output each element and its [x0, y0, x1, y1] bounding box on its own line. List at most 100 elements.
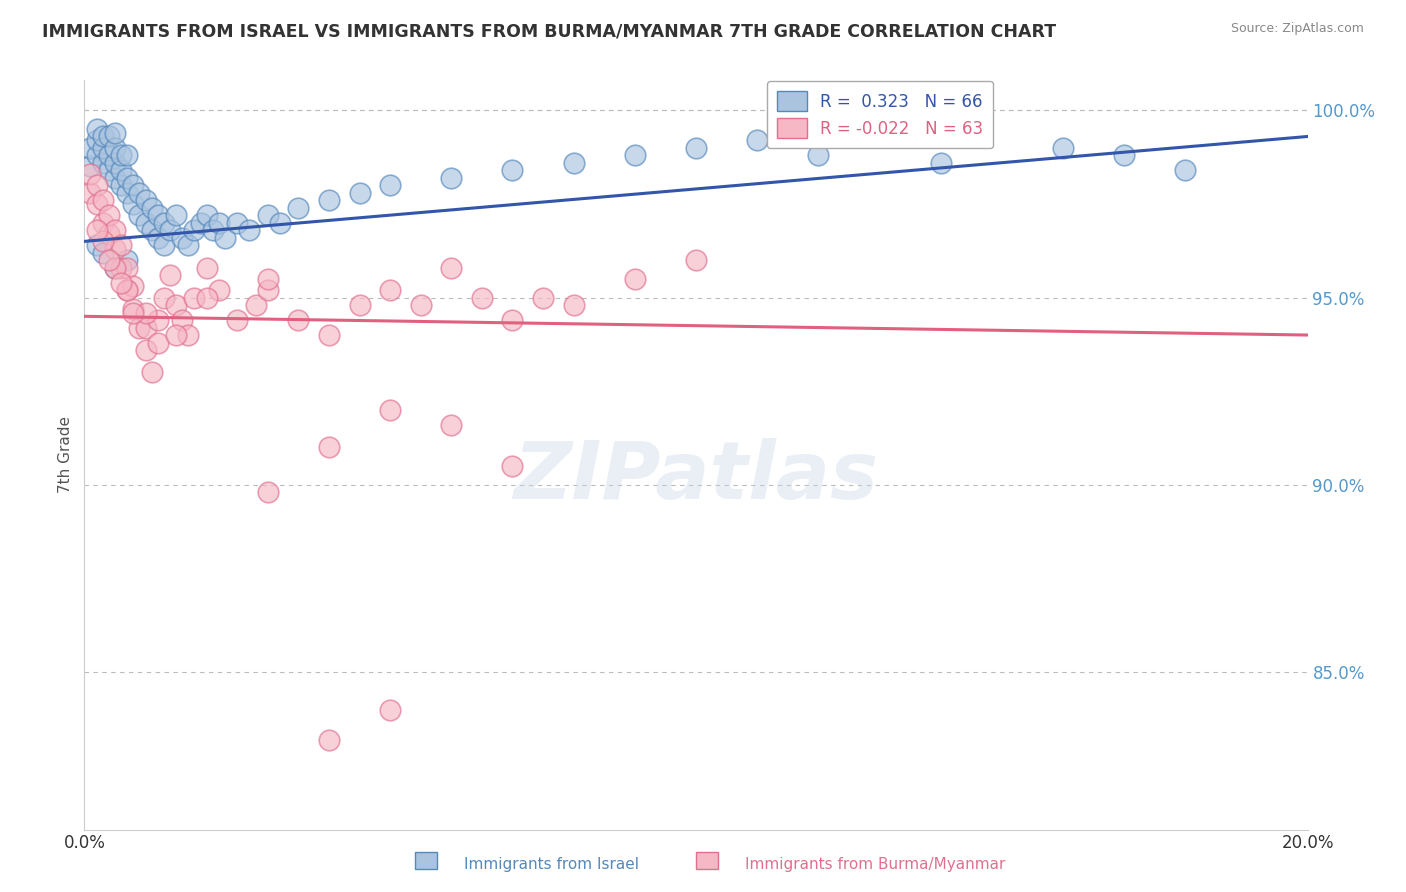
Point [531, 291, 554, 305]
Point [238, 223, 260, 237]
Point [128, 320, 150, 334]
Point [146, 208, 169, 222]
Point [190, 216, 212, 230]
Point [177, 238, 200, 252]
Point [128, 208, 150, 222]
Point [104, 242, 127, 256]
Point [502, 313, 524, 327]
Point [195, 208, 218, 222]
Point [183, 291, 205, 305]
Point [685, 141, 707, 155]
Point [380, 283, 402, 297]
Point [929, 155, 952, 169]
Point [115, 283, 138, 297]
Point [153, 291, 176, 305]
Point [165, 298, 187, 312]
Point [624, 148, 647, 162]
Legend: R =  0.323   N = 66, R = -0.022   N = 63: R = 0.323 N = 66, R = -0.022 N = 63 [768, 81, 994, 148]
Point [79, 186, 101, 200]
Point [1174, 163, 1197, 178]
Point [91, 141, 114, 155]
Point [747, 133, 769, 147]
Point [86, 178, 108, 193]
Point [91, 235, 114, 249]
Point [86, 238, 108, 252]
Text: Immigrants from Israel: Immigrants from Israel [464, 857, 638, 872]
Point [380, 703, 402, 717]
Point [115, 148, 138, 162]
Point [153, 238, 176, 252]
Point [287, 313, 309, 327]
Point [91, 216, 114, 230]
Point [104, 170, 127, 185]
Point [122, 301, 145, 316]
Point [807, 148, 830, 162]
Point [245, 298, 267, 312]
Point [104, 260, 127, 275]
Point [153, 216, 176, 230]
Point [97, 227, 120, 241]
Point [269, 216, 291, 230]
Point [146, 313, 169, 327]
Point [172, 313, 194, 327]
Point [349, 186, 371, 200]
Point [257, 485, 280, 500]
Point [91, 245, 114, 260]
Point [471, 291, 494, 305]
Point [349, 298, 371, 312]
Point [287, 201, 309, 215]
Point [183, 223, 205, 237]
Point [208, 283, 231, 297]
Point [562, 298, 585, 312]
Point [172, 230, 194, 244]
Point [97, 253, 120, 268]
Point [97, 163, 120, 178]
Point [86, 122, 108, 136]
Point [226, 216, 249, 230]
Point [135, 320, 157, 334]
Point [195, 291, 218, 305]
Point [110, 148, 132, 162]
Text: Immigrants from Burma/Myanmar: Immigrants from Burma/Myanmar [745, 857, 1005, 872]
Point [110, 163, 132, 178]
Point [318, 328, 340, 343]
Point [91, 193, 114, 207]
Point [380, 403, 402, 417]
Point [624, 272, 647, 286]
Point [104, 260, 127, 275]
Point [122, 279, 145, 293]
Point [685, 253, 707, 268]
Point [104, 141, 127, 155]
Point [318, 193, 340, 207]
Point [146, 230, 169, 244]
Point [115, 170, 138, 185]
Point [318, 732, 340, 747]
Point [122, 197, 145, 211]
Point [135, 305, 157, 319]
Text: Source: ZipAtlas.com: Source: ZipAtlas.com [1230, 22, 1364, 36]
Point [86, 133, 108, 147]
Point [141, 223, 163, 237]
Point [409, 298, 432, 312]
Point [159, 223, 181, 237]
Point [165, 328, 187, 343]
Point [115, 283, 138, 297]
Point [257, 272, 280, 286]
Point [159, 268, 181, 282]
Point [146, 335, 169, 350]
Point [79, 141, 101, 155]
Point [97, 148, 120, 162]
Point [97, 208, 120, 222]
Point [1052, 141, 1074, 155]
Point [380, 178, 402, 193]
Point [562, 155, 585, 169]
Point [110, 178, 132, 193]
Point [97, 129, 120, 144]
Point [177, 328, 200, 343]
Text: ZIPatlas: ZIPatlas [513, 438, 879, 516]
Point [86, 197, 108, 211]
Point [502, 459, 524, 474]
Point [104, 126, 127, 140]
Point [79, 167, 101, 181]
Point [104, 155, 127, 169]
